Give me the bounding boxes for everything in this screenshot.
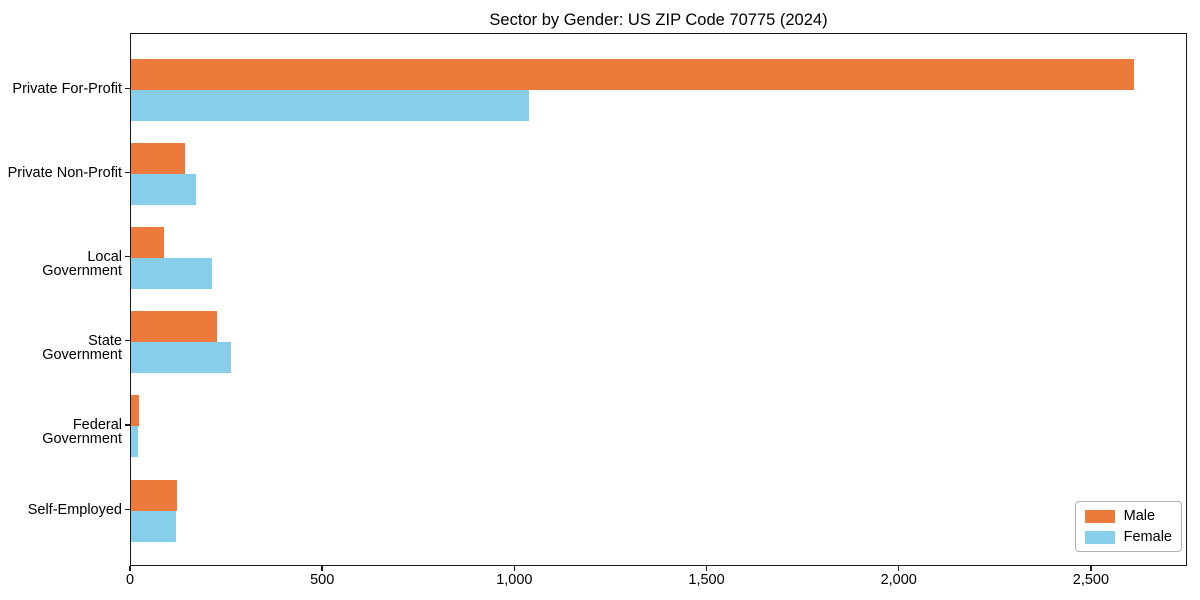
x-tick-mark [1090,566,1092,571]
bar-female-5 [131,426,138,458]
bar-female-4 [131,342,231,374]
y-tick-mark [125,87,130,89]
legend: Male Female [1074,501,1182,552]
x-tick-label: 2,500 [1072,572,1110,588]
bar-female-3 [131,257,212,289]
legend-label: Male [1123,508,1156,524]
x-tick-label: 0 [125,572,135,588]
x-tick-mark [705,566,708,571]
bar-male-5 [131,395,139,427]
bar-male-6 [131,479,178,511]
y-tick-mark [125,255,130,258]
y-tick-mark [125,424,130,426]
y-tick-label: Private For-Profit [12,80,122,97]
legend-item-female: Female [1084,529,1172,545]
bar-male-1 [131,58,1135,90]
y-tick-mark [125,171,130,174]
bar-male-3 [131,226,164,258]
x-tick-mark [321,566,323,571]
bar-female-6 [131,510,177,542]
legend-label: Female [1123,529,1172,545]
y-tick-label: State Government [42,333,122,364]
y-tick-mark [125,340,130,342]
y-tick-label: Federal Government [42,417,122,448]
legend-swatch-icon [1084,509,1115,523]
bar-female-1 [131,89,529,121]
x-tick-label: 2,000 [880,572,917,588]
x-tick-label: 1,000 [496,572,533,588]
legend-swatch-icon [1084,530,1115,544]
y-tick-label: Local Government [42,248,122,279]
y-tick-label: Private Non-Profit [7,164,122,181]
chart-title: Sector by Gender: US ZIP Code 70775 (202… [489,11,828,29]
bar-male-2 [131,142,185,174]
legend-item-male: Male [1084,508,1172,524]
bar-female-2 [131,173,197,205]
y-tick-label: Self-Employed [27,501,122,518]
x-tick-mark [129,566,131,571]
plot-area: Male Female [130,33,1187,566]
y-tick-mark [125,508,130,510]
x-tick-label: 500 [310,572,335,588]
x-tick-label: 1,500 [688,572,725,588]
x-tick-mark [898,566,900,571]
x-tick-mark [513,566,516,571]
bar-male-4 [131,311,218,343]
